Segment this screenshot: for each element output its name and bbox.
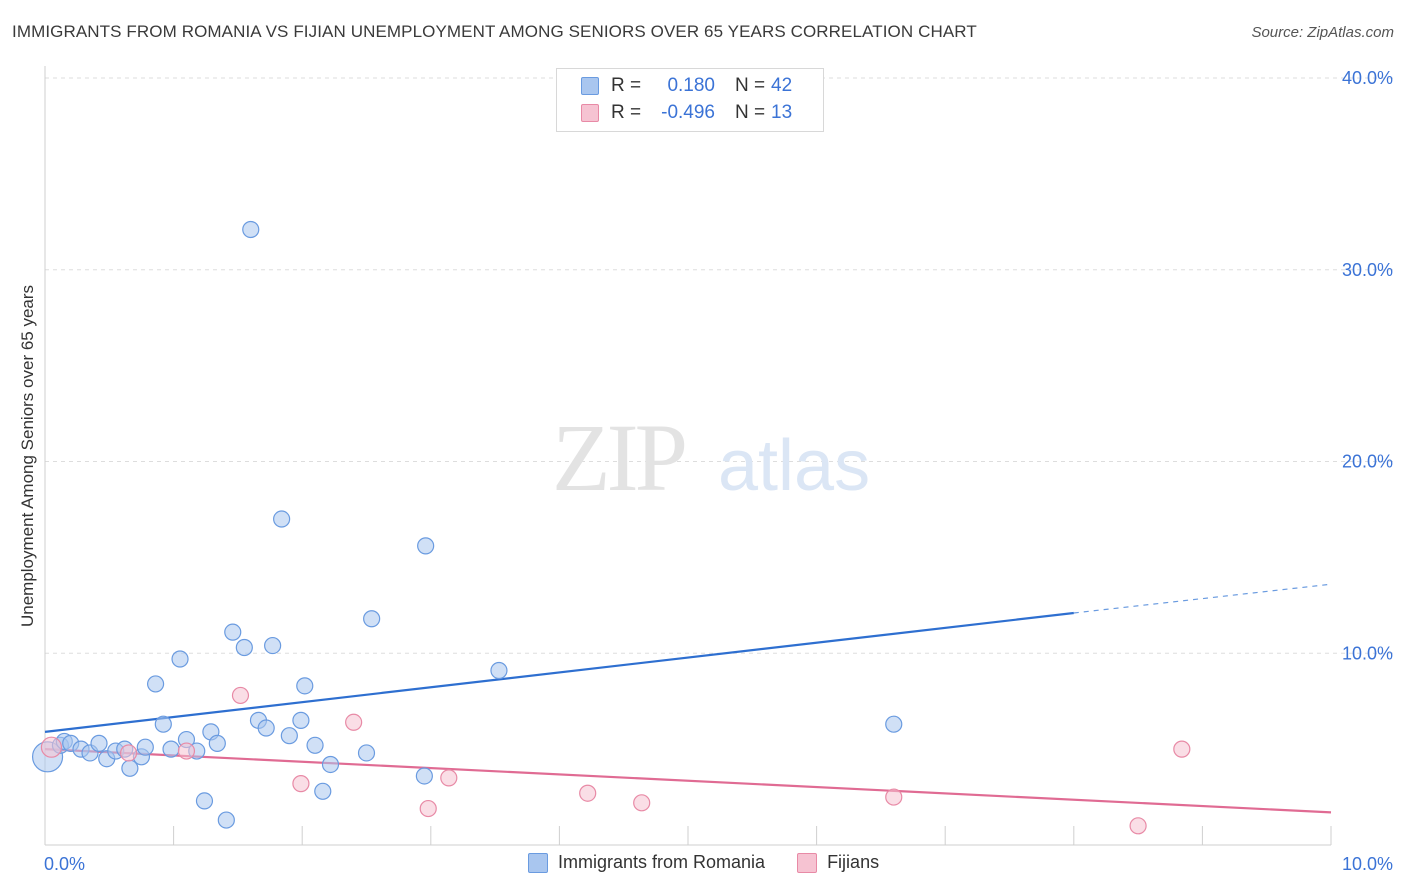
point-fijians xyxy=(177,742,196,760)
y-tick-label: 20.0% xyxy=(1342,452,1393,472)
point-romania xyxy=(417,537,435,555)
point-romania xyxy=(154,715,172,733)
point-fijians xyxy=(440,769,458,787)
point-fijians xyxy=(231,686,250,705)
point-romania xyxy=(257,719,275,737)
legend-n-label: N = xyxy=(735,75,766,96)
point-romania xyxy=(306,736,324,754)
x-tick-label: 10.0% xyxy=(1342,854,1393,874)
series-legend: Immigrants from Romania Fijians xyxy=(528,852,911,873)
point-romania xyxy=(321,755,340,774)
legend-row-romania: R = 0.180 N = 42 xyxy=(581,73,792,99)
y-tick-label: 40.0% xyxy=(1342,68,1393,88)
legend-label-romania: Immigrants from Romania xyxy=(558,852,766,872)
point-romania xyxy=(273,510,291,528)
legend-r-value: -0.496 xyxy=(661,102,715,123)
point-romania xyxy=(415,767,433,785)
point-romania xyxy=(264,636,282,655)
x-tick-label: 0.0% xyxy=(44,854,85,874)
legend-item-fijians[interactable]: Fijians xyxy=(797,852,879,873)
legend-r-label: R = xyxy=(611,75,642,96)
point-romania xyxy=(235,638,253,657)
point-romania xyxy=(208,734,226,752)
chart-title: IMMIGRANTS FROM ROMANIA VS FIJIAN UNEMPL… xyxy=(12,22,977,41)
point-romania xyxy=(280,727,298,745)
trendline-romania-extension xyxy=(1073,583,1332,614)
legend-r-label: R = xyxy=(611,102,642,123)
point-fijians xyxy=(40,736,63,758)
grid-lines xyxy=(45,77,1395,654)
y-tick-label: 10.0% xyxy=(1342,643,1393,663)
legend-r-value: 0.180 xyxy=(667,75,715,96)
legend-label-fijians: Fijians xyxy=(827,852,880,872)
y-axis-label: Unemployment Among Seniors over 65 years xyxy=(18,285,37,627)
point-fijians xyxy=(885,788,903,806)
legend-n-value: 13 xyxy=(771,102,793,123)
point-fijians xyxy=(579,784,597,802)
point-romania xyxy=(242,220,260,239)
data-points xyxy=(31,220,1191,835)
point-fijians xyxy=(119,744,138,762)
legend-row-fijians: R = -0.496 N = 13 xyxy=(581,100,792,126)
point-romania xyxy=(90,734,108,752)
point-romania xyxy=(136,738,154,756)
point-romania xyxy=(217,811,235,829)
point-romania xyxy=(292,711,310,729)
point-fijians xyxy=(1173,740,1191,758)
source-label: Source: ZipAtlas.com xyxy=(1251,24,1394,41)
point-romania xyxy=(296,677,314,695)
point-romania xyxy=(195,792,214,810)
point-romania xyxy=(224,623,242,641)
legend-swatch-fijians xyxy=(797,852,818,873)
correlation-legend: R = 0.180 N = 42 R = -0.496 N = 13 xyxy=(556,68,824,132)
axes xyxy=(44,66,1332,846)
point-fijians xyxy=(1129,817,1147,835)
point-fijians xyxy=(633,794,651,812)
y-tick-label: 30.0% xyxy=(1342,260,1393,280)
point-romania xyxy=(490,661,508,680)
watermark-atlas: atlas xyxy=(718,426,870,506)
point-fijians xyxy=(292,775,310,793)
trendline-romania xyxy=(44,611,1074,733)
watermark-zip: ZIP xyxy=(552,404,685,511)
tick-labels: 10.0% 20.0% 30.0% 40.0% 0.0% 10.0% xyxy=(44,68,1393,874)
point-fijians xyxy=(419,799,437,818)
point-romania xyxy=(363,610,381,628)
legend-item-romania[interactable]: Immigrants from Romania xyxy=(528,852,765,873)
legend-swatch-romania xyxy=(528,852,548,873)
legend-n-label: N = xyxy=(735,102,766,123)
point-romania xyxy=(162,740,180,758)
point-romania xyxy=(314,782,332,800)
point-romania xyxy=(146,675,165,693)
point-romania xyxy=(885,715,903,733)
point-romania xyxy=(357,744,376,762)
trendlines xyxy=(44,583,1332,814)
legend-n-value: 42 xyxy=(771,75,793,96)
point-romania xyxy=(171,650,189,668)
point-fijians xyxy=(345,713,363,731)
trendline-fijians xyxy=(44,748,1332,814)
legend-swatch-fijians xyxy=(581,104,599,122)
legend-swatch-romania xyxy=(581,77,599,95)
